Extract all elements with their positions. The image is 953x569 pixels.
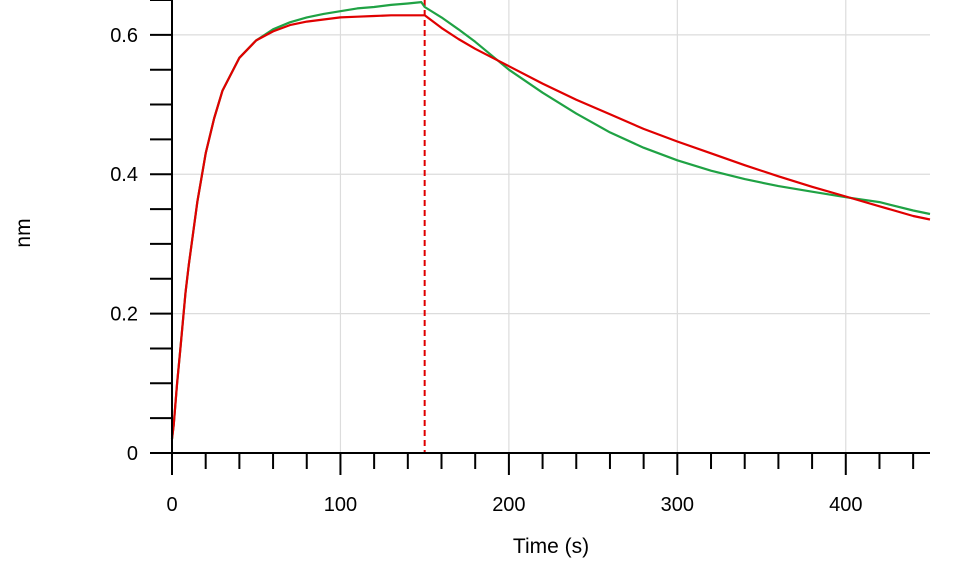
series-line-green — [170, 0, 931, 440]
x-tick-label: 200 — [492, 494, 525, 516]
data-series — [170, 0, 931, 440]
grid-lines — [172, 0, 930, 453]
y-tick-label: 0.6 — [110, 25, 138, 47]
vertical-markers — [171, 0, 426, 453]
series-line-red — [170, 14, 931, 440]
x-tick-label: 300 — [661, 494, 694, 516]
y-tick-label: 0.2 — [110, 304, 138, 326]
x-axis-title: Time (s) — [513, 535, 589, 558]
x-tick-label: 0 — [166, 494, 177, 516]
y-axis-title: nm — [12, 218, 35, 247]
y-tick-label: 0 — [127, 443, 138, 465]
tick-labels: 0 100 200 300 400 0 0.2 0.4 0.6 — [110, 25, 862, 516]
x-tick-label: 400 — [829, 494, 862, 516]
y-tick-label: 0.4 — [110, 164, 138, 186]
x-tick-label: 100 — [324, 494, 357, 516]
axes — [150, 0, 930, 475]
